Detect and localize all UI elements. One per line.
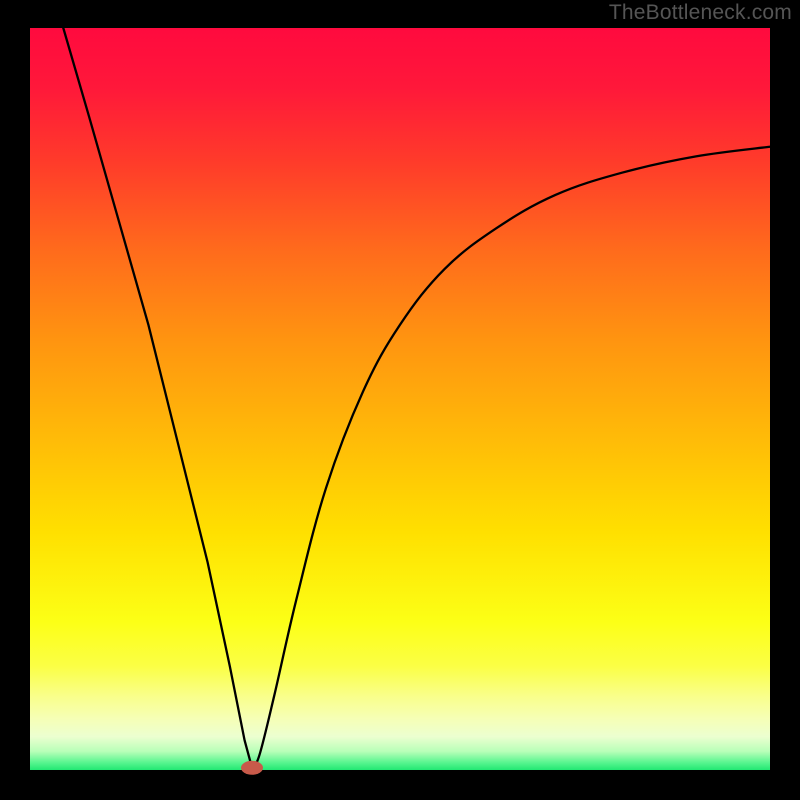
bottleneck-chart [0, 0, 800, 800]
chart-container: TheBottleneck.com [0, 0, 800, 800]
optimal-point-marker [241, 761, 263, 775]
watermark-text: TheBottleneck.com [609, 1, 792, 25]
plot-area [30, 28, 770, 770]
